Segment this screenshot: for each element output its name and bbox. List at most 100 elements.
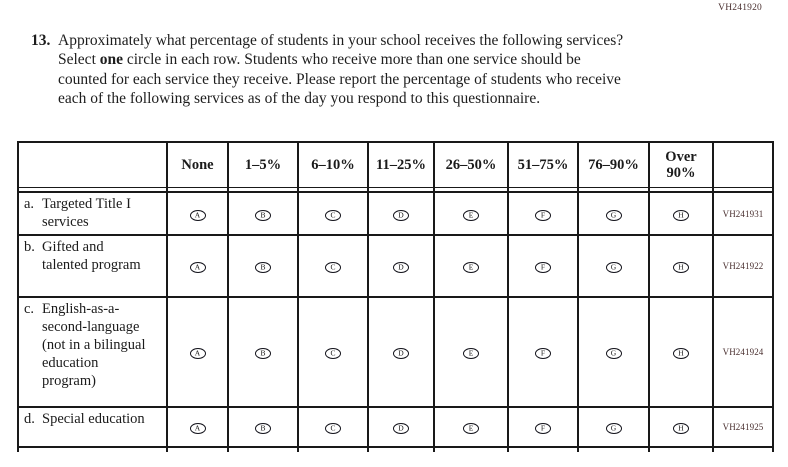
bubble-letter: E bbox=[468, 210, 474, 219]
bubble-cell-e[interactable]: E bbox=[433, 406, 509, 448]
question-block: 13. Approximately what percentage of stu… bbox=[31, 31, 631, 109]
answer-bubble-e[interactable]: E bbox=[463, 348, 479, 360]
bubble-cell-d[interactable]: D bbox=[367, 191, 435, 236]
bubble-cell-g[interactable]: G bbox=[577, 191, 650, 236]
bubble-letter: H bbox=[678, 262, 684, 272]
answer-bubble-f[interactable]: F bbox=[535, 209, 551, 221]
answer-bubble-c[interactable]: C bbox=[325, 209, 341, 221]
answer-bubble-e[interactable]: E bbox=[463, 423, 479, 435]
bubble-cell-c[interactable]: C bbox=[297, 296, 369, 408]
bubble-letter: F bbox=[540, 423, 546, 433]
bubble-cell-f[interactable]: F bbox=[507, 406, 579, 448]
answer-bubble-b[interactable]: B bbox=[255, 262, 271, 274]
question-text: Approximately what percentage of student… bbox=[58, 32, 624, 108]
bubble-cell-h[interactable]: H bbox=[648, 406, 714, 448]
bubble-cell-b[interactable]: B bbox=[227, 406, 299, 448]
bubble-cell-d[interactable]: D bbox=[367, 234, 435, 298]
answer-bubble-b[interactable]: B bbox=[255, 348, 271, 360]
answer-bubble-c[interactable]: C bbox=[325, 348, 341, 360]
table-row-a: a. Targeted Title I services A B C D E F G H VH2… bbox=[17, 191, 774, 236]
bubble-letter: E bbox=[468, 262, 474, 272]
column-header-51-75: 51–75% bbox=[507, 141, 579, 188]
header-row: None 1–5% 6–10% 11–25% 26–50% 51–75% 76–… bbox=[17, 141, 774, 188]
response-grid: None 1–5% 6–10% 11–25% 26–50% 51–75% 76–… bbox=[17, 141, 774, 452]
bubble-cell-c[interactable]: C bbox=[297, 406, 369, 448]
row-letter: a. bbox=[24, 196, 35, 212]
answer-bubble-b[interactable]: B bbox=[255, 209, 271, 221]
bubble-cell-g[interactable]: G bbox=[577, 296, 650, 408]
answer-bubble-h[interactable]: H bbox=[673, 348, 689, 360]
answer-bubble-a[interactable]: A bbox=[189, 209, 206, 221]
bubble-letter: C bbox=[330, 262, 336, 272]
table-row-b: b. Gifted and talented program A B C D E F G H V… bbox=[17, 234, 774, 298]
row-letter: c. bbox=[24, 301, 35, 317]
bubble-letter: B bbox=[260, 210, 266, 219]
bubble-cell-g[interactable]: G bbox=[577, 406, 650, 448]
bubble-cell-c[interactable]: C bbox=[297, 234, 369, 298]
answer-bubble-d[interactable]: D bbox=[393, 348, 409, 360]
bubble-letter: G bbox=[610, 210, 617, 219]
bubble-cell-a[interactable]: A bbox=[166, 234, 229, 298]
bubble-letter: C bbox=[330, 210, 336, 219]
bubble-cell-f[interactable]: F bbox=[507, 191, 579, 236]
answer-bubble-f[interactable]: F bbox=[535, 423, 551, 435]
bubble-cell-g[interactable]: G bbox=[577, 234, 650, 298]
column-header-6-10: 6–10% bbox=[297, 141, 369, 188]
bubble-cell-c[interactable]: C bbox=[297, 191, 369, 236]
form-code-top: VH241920 bbox=[718, 3, 762, 13]
answer-bubble-g[interactable]: G bbox=[605, 262, 622, 274]
answer-bubble-h[interactable]: H bbox=[673, 262, 689, 274]
bubble-cell-h[interactable]: H bbox=[648, 191, 714, 236]
answer-bubble-f[interactable]: F bbox=[535, 262, 551, 274]
bubble-letter: F bbox=[540, 348, 546, 358]
column-header-over-90: Over 90% bbox=[648, 141, 714, 188]
bubble-letter: A bbox=[194, 262, 201, 272]
answer-bubble-c[interactable]: C bbox=[325, 423, 341, 435]
row-label-cell: d. Special education bbox=[17, 406, 168, 448]
column-header-none: None bbox=[166, 141, 229, 188]
bubble-letter: H bbox=[678, 348, 684, 358]
answer-bubble-a[interactable]: A bbox=[189, 348, 206, 360]
bubble-cell-f[interactable]: F bbox=[507, 234, 579, 298]
bubble-cell-d[interactable]: D bbox=[367, 406, 435, 448]
answer-bubble-c[interactable]: C bbox=[325, 262, 341, 274]
bubble-letter: D bbox=[398, 210, 404, 219]
bubble-cell-b[interactable]: B bbox=[227, 296, 299, 408]
bubble-cell-h[interactable]: H bbox=[648, 296, 714, 408]
answer-bubble-e[interactable]: E bbox=[463, 209, 479, 221]
bubble-cell-e[interactable]: E bbox=[433, 296, 509, 408]
answer-bubble-h[interactable]: H bbox=[673, 209, 689, 221]
answer-bubble-g[interactable]: G bbox=[605, 423, 622, 435]
bubble-letter: H bbox=[678, 423, 684, 433]
bubble-cell-b[interactable]: B bbox=[227, 191, 299, 236]
bubble-cell-d[interactable]: D bbox=[367, 296, 435, 408]
bubble-cell-e[interactable]: E bbox=[433, 191, 509, 236]
answer-bubble-e[interactable]: E bbox=[463, 262, 479, 274]
bubble-letter: B bbox=[260, 348, 266, 358]
row-label: English-as-a-second-language (not in a b… bbox=[42, 301, 146, 389]
bubble-cell-b[interactable]: B bbox=[227, 234, 299, 298]
bubble-letter: G bbox=[610, 262, 617, 272]
bubble-cell-a[interactable]: A bbox=[166, 191, 229, 236]
bubble-cell-a[interactable]: A bbox=[166, 296, 229, 408]
answer-bubble-d[interactable]: D bbox=[393, 423, 409, 435]
answer-bubble-a[interactable]: A bbox=[189, 423, 206, 435]
answer-bubble-a[interactable]: A bbox=[189, 262, 206, 274]
bubble-cell-e[interactable]: E bbox=[433, 234, 509, 298]
row-label-cell: c. English-as-a-second-language (not in … bbox=[17, 296, 168, 408]
answer-bubble-b[interactable]: B bbox=[255, 423, 271, 435]
bubble-cell-f[interactable]: F bbox=[507, 296, 579, 408]
answer-bubble-g[interactable]: G bbox=[605, 348, 622, 360]
bubble-letter: C bbox=[330, 348, 336, 358]
bubble-cell-a[interactable]: A bbox=[166, 406, 229, 448]
answer-bubble-d[interactable]: D bbox=[393, 209, 409, 221]
header-code-blank bbox=[712, 141, 774, 188]
answer-bubble-g[interactable]: G bbox=[605, 209, 622, 221]
answer-bubble-f[interactable]: F bbox=[535, 348, 551, 360]
answer-bubble-h[interactable]: H bbox=[673, 423, 689, 435]
row-code: VH241925 bbox=[712, 406, 774, 448]
column-header-26-50: 26–50% bbox=[433, 141, 509, 188]
answer-bubble-d[interactable]: D bbox=[393, 262, 409, 274]
bubble-cell-h[interactable]: H bbox=[648, 234, 714, 298]
